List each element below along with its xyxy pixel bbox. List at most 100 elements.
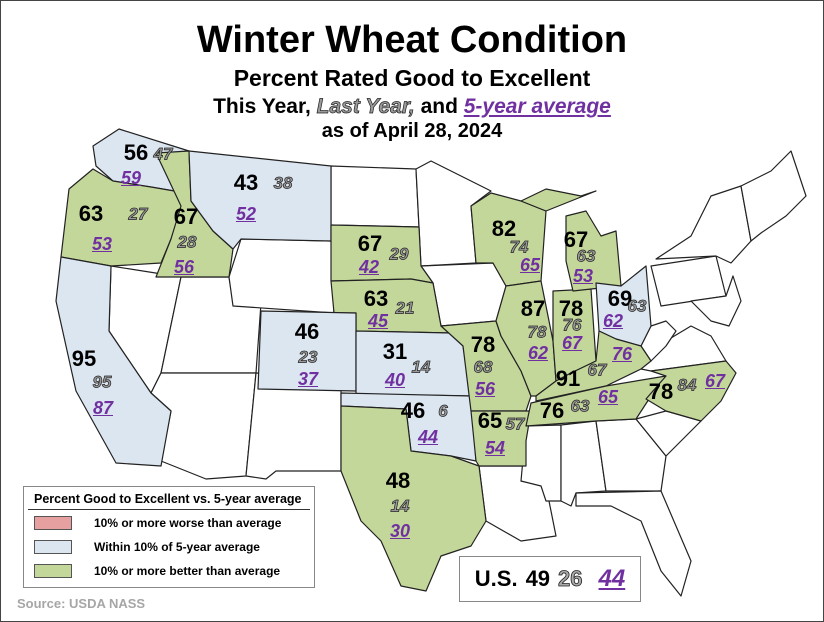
label-tn-this-year: 76 xyxy=(539,398,565,423)
label-in-last-year: 76 xyxy=(562,315,582,335)
state-ny xyxy=(655,185,752,264)
label-sd-this-year: 67 xyxy=(357,231,383,256)
label-mi-five-year: 53 xyxy=(572,266,594,286)
state-ca xyxy=(55,256,172,467)
label-ks-five-year: 40 xyxy=(384,370,406,390)
label-co-this-year: 46 xyxy=(294,319,320,344)
state-tx xyxy=(340,405,487,592)
label-ok-five-year: 44 xyxy=(417,427,439,447)
label-oh-last-year: 63 xyxy=(627,296,647,316)
label-id-last-year: 28 xyxy=(177,232,197,252)
state-mi-up xyxy=(520,188,597,212)
legend: Percent Good to Excellent vs. 5-year ave… xyxy=(23,486,315,588)
label-or-this-year: 63 xyxy=(78,201,104,226)
label-mi-this-year: 67 xyxy=(563,227,589,252)
legend-swatch-red xyxy=(34,516,72,530)
label-nc-this-year: 78 xyxy=(648,379,674,404)
label-in-five-year: 67 xyxy=(561,333,583,353)
label-ok-last-year: 6 xyxy=(438,401,448,421)
label-co-five-year: 37 xyxy=(297,369,319,389)
label-il-this-year: 87 xyxy=(520,296,546,321)
label-tx-last-year: 14 xyxy=(390,496,410,516)
label-mo-five-year: 56 xyxy=(474,379,496,399)
label-tn-last-year: 63 xyxy=(570,396,590,416)
label-sd-last-year: 29 xyxy=(389,244,409,264)
label-oh-five-year: 62 xyxy=(602,311,624,331)
label-wi-last-year: 74 xyxy=(509,237,529,257)
label-co-last-year: 23 xyxy=(298,347,318,367)
us-this-year: 49 xyxy=(525,566,551,591)
label-ne-five-year: 45 xyxy=(367,311,389,331)
label-nc-last-year: 84 xyxy=(677,375,697,395)
label-mt-last-year: 38 xyxy=(273,173,293,193)
label-ks-last-year: 14 xyxy=(411,357,431,377)
label-wa-this-year: 56 xyxy=(123,140,149,165)
label-tn-five-year: 65 xyxy=(597,387,619,407)
legend-divider xyxy=(28,509,310,510)
legend-item-worse: 10% or more worse than average xyxy=(34,515,281,531)
label-tx-five-year: 30 xyxy=(389,521,411,541)
map-title: Winter Wheat Condition xyxy=(196,19,628,61)
map-subtitle: Percent Rated Good to Excellent xyxy=(233,65,591,91)
legend-title: Percent Good to Excellent vs. 5-year ave… xyxy=(34,492,302,506)
label-ky-five-year: 76 xyxy=(611,344,633,364)
last-year-key: Last Year, xyxy=(316,95,415,119)
source-note: Source: USDA NASS xyxy=(17,596,146,611)
label-id-this-year: 67 xyxy=(173,204,199,229)
label-wi-this-year: 82 xyxy=(491,216,517,241)
label-ar-last-year: 57 xyxy=(505,414,525,434)
label-il-last-year: 78 xyxy=(527,322,547,342)
label-ar-this-year: 65 xyxy=(477,408,503,433)
label-wa-five-year: 59 xyxy=(120,168,142,188)
state-fl xyxy=(575,490,692,597)
state-mt xyxy=(188,150,332,250)
state-md-de-nj xyxy=(690,275,742,327)
label-or-last-year: 27 xyxy=(128,204,148,224)
label-mo-this-year: 78 xyxy=(470,332,496,357)
legend-swatch-blue xyxy=(34,540,72,554)
legend-item-within: Within 10% of 5-year average xyxy=(34,539,260,555)
label-wa-last-year: 47 xyxy=(153,144,173,164)
label-or-five-year: 53 xyxy=(91,234,113,254)
label-in-this-year: 78 xyxy=(558,296,584,321)
label-mo-last-year: 68 xyxy=(473,357,493,377)
label-ca-this-year: 95 xyxy=(71,346,97,371)
label-sd-five-year: 42 xyxy=(358,257,380,277)
label-ky-this-year: 91 xyxy=(555,366,581,391)
label-mi-last-year: 63 xyxy=(576,246,596,266)
label-mt-five-year: 52 xyxy=(235,204,257,224)
label-ky-last-year: 67 xyxy=(587,360,607,380)
label-id-five-year: 56 xyxy=(173,257,195,277)
this-year-key: This Year, xyxy=(213,95,311,118)
legend-item-better: 10% or more better than average xyxy=(34,563,280,579)
state-nc xyxy=(645,360,737,422)
label-ne-this-year: 63 xyxy=(363,286,389,311)
state-wy xyxy=(228,238,335,314)
label-wi-five-year: 65 xyxy=(519,255,541,275)
label-oh-this-year: 69 xyxy=(607,286,633,311)
us-last-year: 26 xyxy=(558,566,583,592)
legend-label: 10% or more better than average xyxy=(94,564,281,578)
state-il xyxy=(495,280,557,397)
label-tx-this-year: 48 xyxy=(385,468,411,493)
series-key-line: This Year, Last Year, and 5-year average xyxy=(1,95,823,119)
label-ks-this-year: 31 xyxy=(382,339,408,364)
state-nd xyxy=(330,165,420,228)
state-tn xyxy=(525,375,667,427)
state-new-england xyxy=(740,150,807,242)
label-ar-five-year: 54 xyxy=(484,438,506,458)
five-year-key: 5-year average xyxy=(463,95,611,118)
label-ne-last-year: 21 xyxy=(395,298,415,318)
label-ca-last-year: 95 xyxy=(92,372,112,392)
label-mt-this-year: 43 xyxy=(233,170,259,195)
and-text: and xyxy=(420,95,458,118)
us-label: U.S. xyxy=(474,566,518,591)
us-summary: U.S. 49 26 44 xyxy=(459,556,641,602)
legend-label: 10% or more worse than average xyxy=(94,516,282,530)
label-nc-five-year: 67 xyxy=(704,371,726,391)
label-il-five-year: 62 xyxy=(527,343,549,363)
label-ca-five-year: 87 xyxy=(92,398,114,418)
as-of-date: as of April 28, 2024 xyxy=(321,120,503,142)
